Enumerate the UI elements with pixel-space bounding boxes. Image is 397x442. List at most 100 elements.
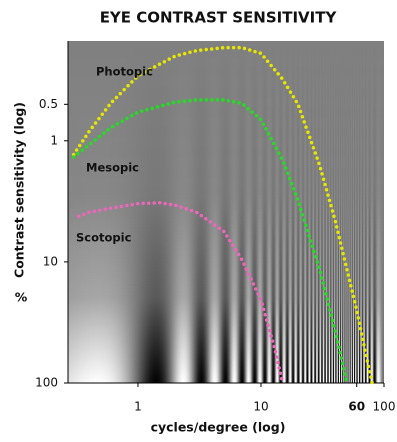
grating-stripe bbox=[276, 41, 277, 383]
grating-stripe bbox=[98, 41, 99, 383]
grating-stripe bbox=[85, 41, 86, 383]
grating-stripe bbox=[116, 41, 117, 383]
grating-stripe bbox=[214, 41, 215, 383]
grating-stripe bbox=[345, 41, 346, 383]
grating-stripe bbox=[123, 41, 124, 383]
grating-stripe bbox=[367, 41, 368, 383]
grating-stripe bbox=[254, 41, 255, 383]
grating-stripe bbox=[166, 41, 167, 383]
grating-stripe bbox=[112, 41, 113, 383]
grating-stripe bbox=[177, 41, 178, 383]
grating-stripe bbox=[131, 41, 132, 383]
grating-stripe bbox=[145, 41, 146, 383]
grating-stripe bbox=[327, 41, 328, 383]
grating-stripe bbox=[319, 41, 320, 383]
grating-stripe bbox=[360, 41, 361, 383]
grating-stripe bbox=[161, 41, 162, 383]
grating-stripe bbox=[146, 41, 147, 383]
grating-stripe bbox=[318, 41, 319, 383]
grating-stripe bbox=[189, 41, 190, 383]
grating-stripe bbox=[353, 41, 354, 383]
grating-stripe bbox=[118, 41, 119, 383]
grating-stripe bbox=[134, 41, 135, 383]
grating-stripe bbox=[151, 41, 152, 383]
grating-stripe bbox=[354, 41, 355, 383]
grating-stripe bbox=[96, 41, 97, 383]
grating-stripe bbox=[323, 41, 324, 383]
grating-stripe bbox=[267, 41, 268, 383]
grating-stripe bbox=[115, 41, 116, 383]
y-tick-label: 0.5 bbox=[39, 97, 58, 111]
grating-stripe bbox=[179, 41, 180, 383]
chart: EYE CONTRAST SENSITIVITY cycles/degree (… bbox=[0, 0, 397, 438]
grating-stripe bbox=[377, 41, 378, 383]
grating-stripe bbox=[138, 41, 139, 383]
grating-stripe bbox=[294, 41, 295, 383]
grating-stripe bbox=[285, 41, 286, 383]
grating-stripe bbox=[124, 41, 125, 383]
grating-stripe bbox=[369, 41, 370, 383]
grating-stripe bbox=[200, 41, 201, 383]
grating-stripe bbox=[275, 41, 276, 383]
grating-stripe bbox=[154, 41, 155, 383]
grating-stripe bbox=[110, 41, 111, 383]
grating-stripe bbox=[296, 41, 297, 383]
grating-stripe bbox=[247, 41, 248, 383]
grating-stripe bbox=[231, 41, 232, 383]
grating-stripe bbox=[380, 41, 381, 383]
grating-stripe bbox=[220, 41, 221, 383]
grating-stripe bbox=[225, 41, 226, 383]
grating-stripe bbox=[108, 41, 109, 383]
grating-stripe bbox=[156, 41, 157, 383]
grating-stripe bbox=[252, 41, 253, 383]
grating-stripe bbox=[73, 41, 74, 383]
x-tick-label: 60 bbox=[348, 400, 365, 414]
grating-stripe bbox=[174, 41, 175, 383]
grating-stripe bbox=[212, 41, 213, 383]
grating-stripe bbox=[205, 41, 206, 383]
grating-stripe bbox=[361, 41, 362, 383]
grating-stripe bbox=[148, 41, 149, 383]
grating-stripe bbox=[76, 41, 77, 383]
grating-stripe bbox=[339, 41, 340, 383]
grating-stripe bbox=[363, 41, 364, 383]
grating-stripe bbox=[329, 41, 330, 383]
grating-stripe bbox=[81, 41, 82, 383]
grating-stripe bbox=[258, 41, 259, 383]
grating-stripe bbox=[133, 41, 134, 383]
grating-stripe bbox=[70, 41, 71, 383]
grating-stripe bbox=[126, 41, 127, 383]
grating-stripe bbox=[178, 41, 179, 383]
grating-stripe bbox=[180, 41, 181, 383]
grating-stripe bbox=[348, 41, 349, 383]
grating-stripe bbox=[287, 41, 288, 383]
grating-stripe bbox=[105, 41, 106, 383]
grating-stripe bbox=[251, 41, 252, 383]
grating-stripe bbox=[204, 41, 205, 383]
grating-stripe bbox=[295, 41, 296, 383]
grating-stripe bbox=[273, 41, 274, 383]
x-axis-label: cycles/degree (log) bbox=[151, 420, 286, 435]
grating-stripe bbox=[219, 41, 220, 383]
grating-stripe bbox=[259, 41, 260, 383]
grating-stripe bbox=[330, 41, 331, 383]
grating-stripe bbox=[370, 41, 371, 383]
grating-stripe bbox=[143, 41, 144, 383]
grating-stripe bbox=[82, 41, 83, 383]
grating-stripe bbox=[84, 41, 85, 383]
grating-stripe bbox=[242, 41, 243, 383]
grating-stripe bbox=[264, 41, 265, 383]
grating-stripe bbox=[111, 41, 112, 383]
grating-stripe bbox=[103, 41, 104, 383]
grating-stripe bbox=[300, 41, 301, 383]
chart-title: EYE CONTRAST SENSITIVITY bbox=[100, 9, 338, 27]
grating-stripe bbox=[202, 41, 203, 383]
grating-stripe bbox=[109, 41, 110, 383]
grating-stripe bbox=[86, 41, 87, 383]
grating-stripe bbox=[312, 41, 313, 383]
grating-stripe bbox=[379, 41, 380, 383]
grating-stripe bbox=[324, 41, 325, 383]
grating-stripe bbox=[316, 41, 317, 383]
grating-stripe bbox=[326, 41, 327, 383]
grating-stripe bbox=[199, 41, 200, 383]
